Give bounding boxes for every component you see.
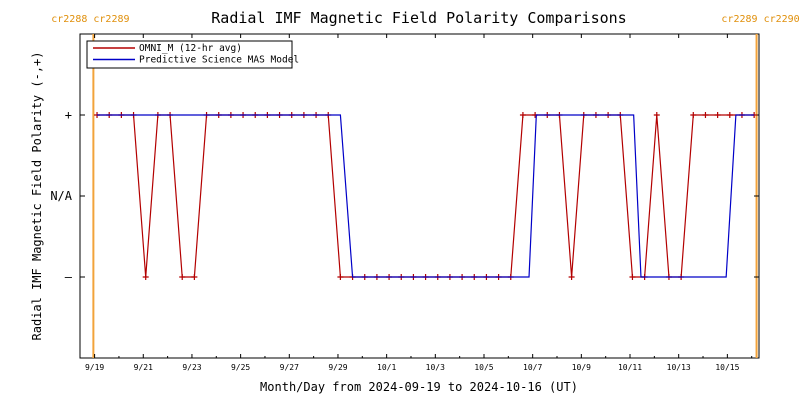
series-line-0 (97, 114, 755, 278)
chart-title: Radial IMF Magnetic Field Polarity Compa… (211, 9, 626, 27)
cr-boundary-label-1: cr2289 cr2290 (721, 14, 799, 25)
x-tick-label-3: 9/25 (231, 363, 250, 372)
x-axis-label: Month/Day from 2024-09-19 to 2024-10-16 … (260, 380, 578, 394)
series-0-point (337, 274, 344, 280)
series-0-point (191, 274, 198, 280)
x-tick-label-1: 9/21 (134, 363, 153, 372)
x-tick-label-5: 9/29 (328, 363, 347, 372)
series-0-point (629, 274, 636, 280)
series-0-point (179, 274, 186, 280)
series-0-point (653, 112, 660, 118)
x-tick-label-12: 10/13 (667, 363, 691, 372)
legend-box (86, 40, 293, 69)
x-tick-label-13: 10/15 (715, 363, 739, 372)
axis-ticks: 9/19 9/21 9/23 9/25 9/27 9/29 10/1 10/3 10/5 10/7… (50, 34, 759, 372)
series-0-point (726, 112, 733, 118)
series-0-point (568, 274, 575, 280)
x-tick-label-2: 9/23 (182, 363, 201, 372)
series-0-point (714, 112, 721, 118)
legend-label-omni: OMNI_M (12-hr avg) (139, 43, 242, 54)
x-tick-label-4: 9/27 (280, 363, 299, 372)
legend-label-mas: Predictive Science MAS Model (139, 55, 299, 66)
x-tick-label-10: 10/9 (572, 363, 591, 372)
x-tick-label-7: 10/3 (426, 363, 445, 372)
y-tick-label-0: + (65, 108, 72, 122)
y-tick-label-1: N/A (50, 189, 72, 203)
plot-frame (79, 33, 760, 359)
x-tick-label-0: 9/19 (85, 363, 104, 372)
cr-boundary-label-0: cr2288 cr2289 (51, 14, 129, 25)
series-1 (97, 114, 755, 278)
series-0-point (142, 274, 149, 280)
series-0 (94, 112, 758, 280)
legend: OMNI_M (12-hr avg) Predictive Science MA… (86, 40, 299, 69)
series-0-point (519, 112, 526, 118)
series-0-point (690, 112, 697, 118)
x-tick-label-8: 10/5 (474, 363, 493, 372)
series-0-point (702, 112, 709, 118)
x-tick-label-11: 10/11 (618, 363, 642, 372)
series-line-1 (97, 114, 755, 278)
data-series (94, 112, 758, 280)
y-tick-label-2: – (65, 270, 73, 284)
y-axis-label: Radial IMF Magnetic Field Polarity (-,+) (30, 52, 44, 341)
x-tick-label-9: 10/7 (523, 363, 542, 372)
x-tick-label-6: 10/1 (377, 363, 396, 372)
